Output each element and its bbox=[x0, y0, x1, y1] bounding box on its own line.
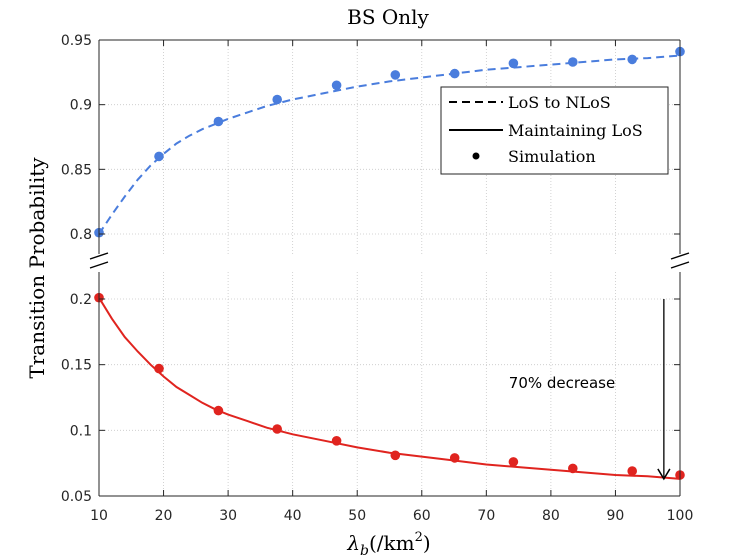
legend: LoS to NLoS Maintaining LoS Simulation bbox=[440, 86, 669, 175]
sim-point bbox=[331, 80, 342, 91]
axis-break-right bbox=[670, 252, 690, 269]
y-tick-label-upper: 0.9 bbox=[70, 98, 92, 114]
sim-point bbox=[627, 466, 637, 476]
y-tick-label-upper: 0.95 bbox=[61, 33, 92, 49]
x-tick-label: 40 bbox=[284, 508, 302, 524]
sim-point bbox=[390, 70, 401, 80]
sim-point bbox=[568, 463, 578, 474]
x-tick-label: 10 bbox=[90, 508, 108, 524]
y-tick-label-upper: 0.85 bbox=[61, 162, 92, 178]
y-tick-label-lower: 0.15 bbox=[61, 358, 92, 374]
sim-point bbox=[213, 405, 224, 416]
sim-point bbox=[568, 57, 578, 67]
sim-point bbox=[449, 453, 460, 463]
sim-point bbox=[508, 457, 519, 467]
ticks: 10 20 30 40 50 60 70 80 90 100 0.8 0.85 0.9 0.95 0.05 0… bbox=[61, 33, 694, 524]
legend-dot bbox=[472, 152, 480, 160]
legend-label-simulation: Simulation bbox=[508, 147, 596, 166]
x-tick-label: 30 bbox=[219, 508, 237, 524]
legend-label-los-to-nlos: LoS to NLoS bbox=[508, 93, 611, 112]
sim-point bbox=[449, 68, 460, 79]
x-tick-label: 60 bbox=[413, 508, 431, 524]
y-tick-label-lower: 0.1 bbox=[70, 423, 92, 439]
sim-point bbox=[508, 58, 519, 69]
sim-point bbox=[213, 116, 224, 127]
grid bbox=[99, 40, 680, 496]
sim-point bbox=[154, 151, 164, 162]
annotation-arrow-head bbox=[657, 468, 671, 481]
legend-label-maintaining-los: Maintaining LoS bbox=[508, 121, 643, 140]
y-axis-label: Transition Probability bbox=[25, 157, 49, 379]
y-tick-label-upper: 0.8 bbox=[70, 227, 92, 243]
x-tick-label: 70 bbox=[477, 508, 495, 524]
sim-point bbox=[272, 94, 283, 105]
x-tick-label: 50 bbox=[348, 508, 366, 524]
sim-point bbox=[154, 363, 164, 374]
axis-break-left bbox=[89, 252, 109, 269]
sim-point bbox=[390, 450, 401, 461]
annotation-arrow bbox=[657, 299, 671, 481]
y-tick-label-lower: 0.05 bbox=[61, 489, 92, 505]
x-axis-label: λb(/km2) bbox=[346, 530, 430, 559]
series-line-los-to-nlos bbox=[98, 54, 681, 235]
sim-point bbox=[331, 436, 342, 446]
x-tick-label: 90 bbox=[607, 508, 625, 524]
x-tick-label: 100 bbox=[667, 508, 694, 524]
x-tick-label: 20 bbox=[155, 508, 173, 524]
sim-point bbox=[272, 424, 283, 434]
y-tick-label-lower: 0.2 bbox=[70, 292, 92, 308]
annotation-text: 70% decrease bbox=[509, 374, 615, 392]
chart-title: BS Only bbox=[347, 5, 429, 29]
x-tick-label: 80 bbox=[542, 508, 560, 524]
sim-point bbox=[627, 54, 637, 65]
